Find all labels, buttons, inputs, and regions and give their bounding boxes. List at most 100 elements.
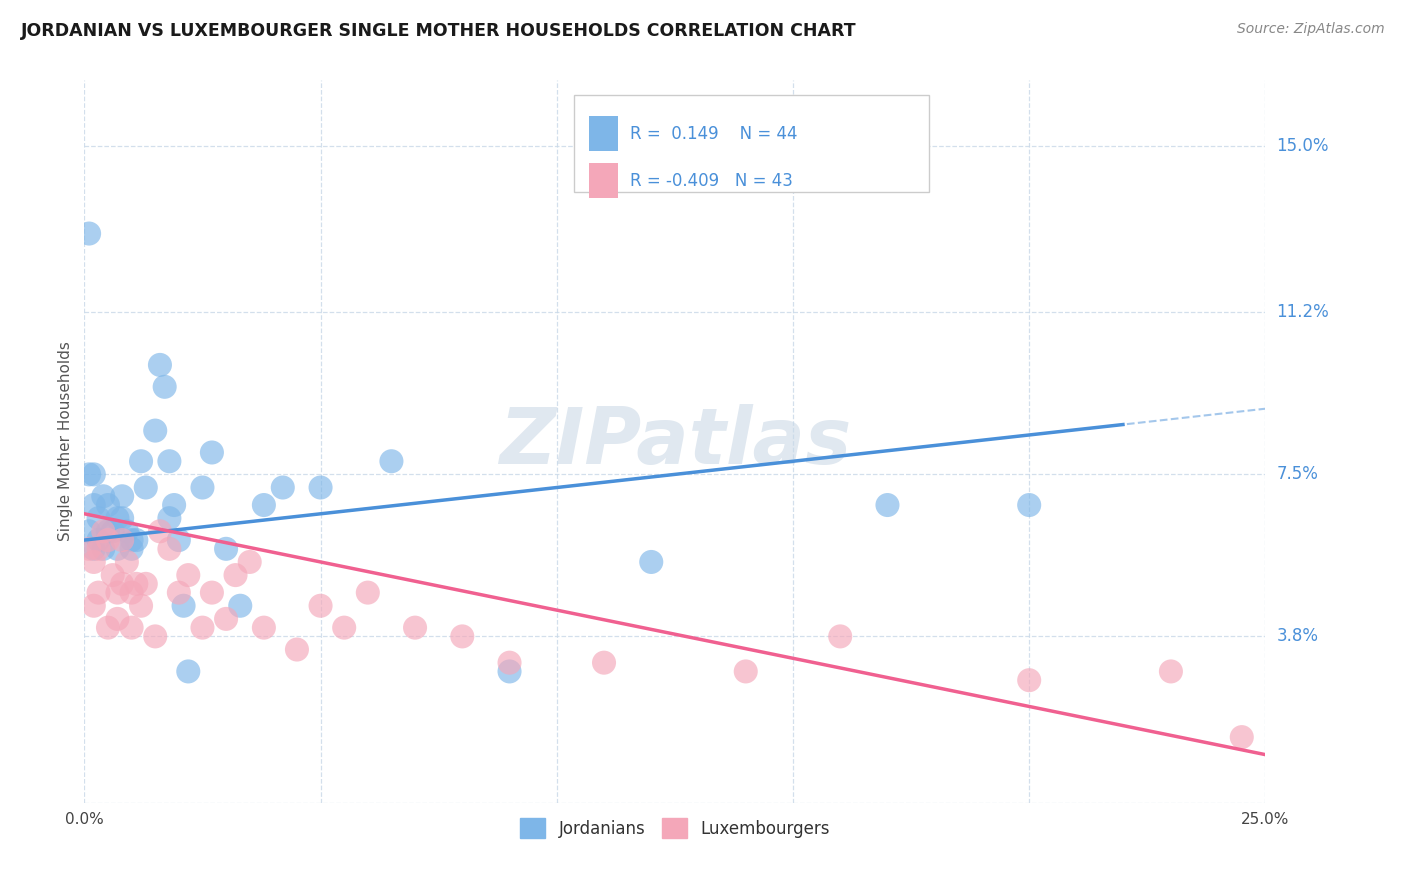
Point xyxy=(121,533,143,547)
FancyBboxPatch shape xyxy=(575,95,929,193)
Point xyxy=(285,642,308,657)
Point xyxy=(333,621,356,635)
Text: 3.8%: 3.8% xyxy=(1277,627,1319,646)
Point xyxy=(404,621,426,635)
Point xyxy=(253,498,276,512)
Point xyxy=(830,629,852,643)
Point xyxy=(734,665,756,679)
Point xyxy=(77,541,100,556)
Point xyxy=(143,629,166,643)
Point xyxy=(91,541,114,556)
Point xyxy=(357,585,380,599)
Point xyxy=(97,621,120,635)
Point xyxy=(173,599,195,613)
Point xyxy=(201,585,224,599)
Text: 25.0%: 25.0% xyxy=(1241,813,1289,827)
Text: R = -0.409   N = 43: R = -0.409 N = 43 xyxy=(630,171,793,190)
Point xyxy=(177,665,200,679)
Point xyxy=(91,489,114,503)
Point xyxy=(215,612,238,626)
Point xyxy=(239,555,262,569)
Point xyxy=(125,577,148,591)
Point xyxy=(167,585,190,599)
Text: 11.2%: 11.2% xyxy=(1277,303,1329,321)
Point xyxy=(115,524,138,539)
Point xyxy=(83,467,105,482)
Point xyxy=(91,524,114,539)
Bar xyxy=(589,117,619,151)
Point xyxy=(1160,665,1182,679)
Point xyxy=(107,612,129,626)
Point xyxy=(149,358,172,372)
Point xyxy=(215,541,238,556)
Point xyxy=(107,541,129,556)
Point xyxy=(143,424,166,438)
Point xyxy=(1230,730,1253,744)
Point xyxy=(77,524,100,539)
Point xyxy=(149,524,172,539)
Point xyxy=(121,585,143,599)
Point xyxy=(640,555,662,569)
Text: ZIPatlas: ZIPatlas xyxy=(499,403,851,480)
Point xyxy=(876,498,898,512)
Point xyxy=(111,511,134,525)
Text: JORDANIAN VS LUXEMBOURGER SINGLE MOTHER HOUSEHOLDS CORRELATION CHART: JORDANIAN VS LUXEMBOURGER SINGLE MOTHER … xyxy=(21,22,856,40)
Text: 0.0%: 0.0% xyxy=(65,813,104,827)
Point xyxy=(101,568,124,582)
Point xyxy=(83,498,105,512)
Point xyxy=(135,577,157,591)
Point xyxy=(111,577,134,591)
Point xyxy=(107,511,129,525)
Point xyxy=(83,599,105,613)
Point xyxy=(593,656,616,670)
Point xyxy=(129,599,152,613)
Point xyxy=(191,621,214,635)
Point xyxy=(135,481,157,495)
Point xyxy=(177,568,200,582)
Point xyxy=(125,533,148,547)
Point xyxy=(107,585,129,599)
Text: 7.5%: 7.5% xyxy=(1277,466,1319,483)
Point xyxy=(153,380,176,394)
Text: R =  0.149    N = 44: R = 0.149 N = 44 xyxy=(630,125,797,143)
Point xyxy=(101,524,124,539)
Legend: Jordanians, Luxembourgers: Jordanians, Luxembourgers xyxy=(513,812,837,845)
Point xyxy=(77,227,100,241)
Point xyxy=(225,568,247,582)
Point xyxy=(191,481,214,495)
Point xyxy=(498,656,520,670)
Point xyxy=(451,629,474,643)
Point xyxy=(167,533,190,547)
Point xyxy=(87,585,110,599)
Point xyxy=(253,621,276,635)
Point xyxy=(1018,498,1040,512)
Text: 15.0%: 15.0% xyxy=(1277,137,1329,155)
Y-axis label: Single Mother Households: Single Mother Households xyxy=(58,342,73,541)
Point xyxy=(121,621,143,635)
Point xyxy=(77,467,100,482)
Text: Source: ZipAtlas.com: Source: ZipAtlas.com xyxy=(1237,22,1385,37)
Bar xyxy=(589,163,619,198)
Point xyxy=(87,541,110,556)
Point xyxy=(83,555,105,569)
Point xyxy=(111,533,134,547)
Point xyxy=(1018,673,1040,688)
Point xyxy=(271,481,294,495)
Point xyxy=(157,511,180,525)
Point xyxy=(201,445,224,459)
Point xyxy=(121,541,143,556)
Point xyxy=(380,454,402,468)
Point xyxy=(229,599,252,613)
Point xyxy=(97,524,120,539)
Point xyxy=(97,533,120,547)
Point xyxy=(157,541,180,556)
Point xyxy=(157,454,180,468)
Point xyxy=(498,665,520,679)
Point xyxy=(129,454,152,468)
Point xyxy=(97,498,120,512)
Point xyxy=(83,541,105,556)
Point xyxy=(115,555,138,569)
Point xyxy=(87,511,110,525)
Point xyxy=(163,498,186,512)
Point xyxy=(309,599,332,613)
